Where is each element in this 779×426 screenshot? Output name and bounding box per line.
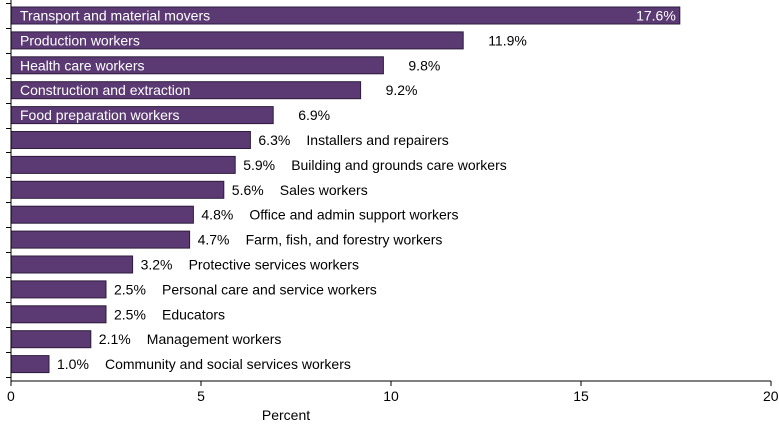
bar [10,230,191,249]
value-label: 9.2% [386,82,418,98]
x-axis-title: Percent [262,407,310,423]
value-label: 1.0% [57,356,89,372]
category-label: Health care workers [20,57,145,73]
x-tick-label: 0 [7,388,15,404]
value-label: 3.2% [141,257,173,273]
category-label: Food preparation workers [20,107,180,123]
value-label: 2.5% [114,281,146,297]
category-label: Office and admin support workers [249,207,458,223]
category-label: Sales workers [280,182,368,198]
bar [10,131,251,149]
value-label: 2.1% [99,331,131,347]
x-tick-label: 5 [197,388,205,404]
value-label: 17.6% [636,8,676,24]
bar [10,305,107,324]
category-label: Building and grounds care workers [291,157,507,173]
value-label: 6.9% [298,107,330,123]
value-label: 9.8% [408,57,440,73]
y-ticks-group [6,3,11,378]
bar [10,255,134,274]
value-label: 6.3% [258,132,290,148]
value-label: 5.9% [243,157,275,173]
x-tick-label: 20 [763,388,779,404]
bar [10,280,107,299]
value-label: 4.8% [201,207,233,223]
bar [10,180,225,199]
category-label: Personal care and service workers [162,281,377,297]
x-tick-label: 15 [573,388,589,404]
bar [10,205,194,224]
category-label: Transport and material movers [20,8,210,24]
labels-group: Transport and material movers 17.6% Produc… [20,8,676,373]
category-label: Community and social services workers [105,356,351,372]
category-label: Educators [162,306,225,322]
value-label: 5.6% [232,182,264,198]
x-tick-label: 10 [383,388,399,404]
value-label: 2.5% [114,306,146,322]
category-label: Production workers [20,32,140,48]
value-label: 11.9% [488,32,527,48]
x-ticks-group: 0 5 10 15 20 [7,381,779,404]
bar [10,155,236,174]
value-label: 4.7% [198,232,230,248]
bar [10,355,50,374]
bar [10,330,92,349]
category-label: Installers and repairers [306,132,448,148]
category-label: Management workers [147,331,282,347]
category-label: Construction and extraction [20,82,190,98]
category-label: Farm, fish, and forestry workers [246,232,443,248]
category-label: Protective services workers [189,257,359,273]
